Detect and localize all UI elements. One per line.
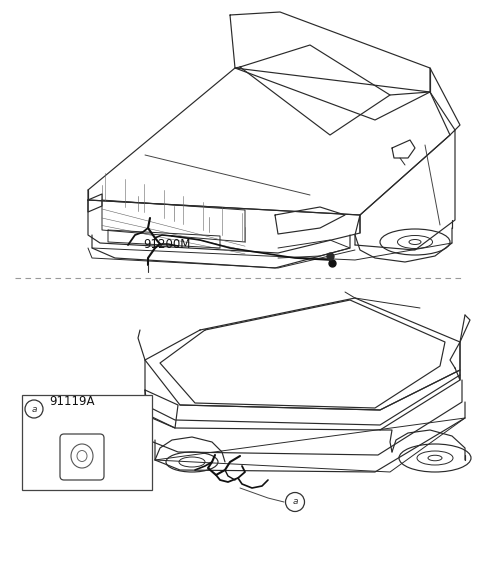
Text: a: a (292, 498, 298, 507)
Text: 91119A: 91119A (49, 395, 95, 408)
Text: a: a (31, 405, 37, 413)
FancyBboxPatch shape (60, 434, 104, 480)
FancyBboxPatch shape (22, 395, 152, 490)
Text: 91200M: 91200M (143, 238, 191, 251)
